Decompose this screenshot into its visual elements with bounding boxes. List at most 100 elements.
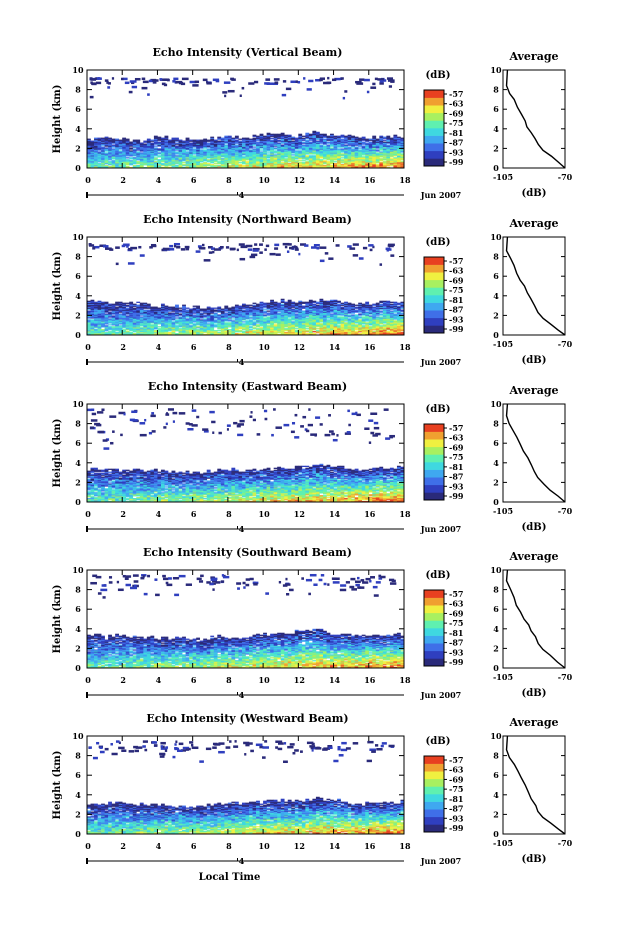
heatmap-cell: [281, 304, 285, 305]
heatmap-cell: [242, 331, 246, 332]
heatmap-cell: [256, 328, 260, 329]
heatmap-cell: [309, 155, 313, 156]
x-tick-label: 14: [329, 175, 341, 185]
heatmap-cell: [249, 305, 253, 306]
colorbar-tick-label: -75: [449, 118, 463, 128]
heatmap-cell: [323, 134, 327, 135]
heatmap-cell: [217, 141, 221, 142]
heatmap-cell: [168, 312, 172, 313]
cloud-speckle: [167, 79, 170, 82]
heatmap-cell: [108, 326, 112, 327]
heatmap-cell: [330, 147, 334, 148]
heatmap-cell: [87, 311, 91, 312]
heatmap-cell: [309, 142, 313, 143]
heatmap-cell: [376, 164, 380, 165]
heatmap-cell: [312, 131, 316, 132]
heatmap-cell: [182, 305, 186, 306]
colorbar-swatch: [424, 120, 444, 128]
cloud-speckle: [203, 79, 208, 82]
heatmap-cell: [154, 145, 158, 146]
heatmap-cell: [203, 139, 207, 140]
heatmap-cell: [140, 143, 144, 144]
colorbar-tick-label: -93: [449, 147, 464, 157]
heatmap-cell: [295, 328, 299, 329]
heatmap-cell: [228, 329, 232, 330]
cloud-speckle: [390, 80, 394, 83]
y-tick-label: 2: [75, 143, 81, 153]
heatmap-cell: [323, 160, 327, 161]
cloud-speckle: [195, 81, 199, 84]
heatmap-cell: [327, 161, 331, 162]
heatmap-cell: [217, 330, 221, 331]
heatmap-cell: [228, 165, 232, 166]
heatmap-cell: [175, 138, 179, 139]
heatmap-cell: [253, 138, 257, 139]
heatmap-cell: [122, 303, 126, 304]
heatmap-cell: [298, 301, 302, 302]
cloud-speckle: [274, 81, 278, 84]
heatmap-cell: [150, 140, 154, 141]
heatmap-cell: [182, 164, 186, 165]
heatmap-cell: [217, 161, 221, 162]
heatmap-cell: [344, 144, 348, 145]
heatmap-cell: [203, 309, 207, 310]
colorbar-tick-label: -99: [449, 157, 464, 167]
heatmap-cell: [235, 144, 239, 145]
heatmap-cell: [291, 154, 295, 155]
heatmap-cell: [196, 329, 200, 330]
heatmap-cell: [305, 317, 309, 318]
heatmap-cell: [355, 146, 359, 147]
heatmap-cell: [189, 325, 193, 326]
cloud-speckle: [179, 82, 183, 85]
colorbar-tick-label: -87: [449, 138, 463, 148]
heatmap-cell: [284, 135, 288, 136]
heatmap-cell: [140, 152, 144, 153]
heatmap-cell: [253, 135, 257, 136]
heatmap-cell: [249, 139, 253, 140]
heatmap-cell: [129, 332, 133, 333]
heatmap-cell: [147, 304, 151, 305]
cloud-speckle: [307, 88, 312, 91]
cloud-speckle: [343, 97, 345, 100]
heatmap-cell: [238, 162, 242, 163]
heatmap-cell: [263, 136, 267, 137]
heatmap-cell: [249, 319, 253, 320]
heatmap-cell: [214, 163, 218, 164]
heatmap-cell: [105, 313, 109, 314]
heatmap-cell: [312, 331, 316, 332]
heatmap-cell: [319, 159, 323, 160]
average-x-tick-label: -105: [493, 172, 513, 182]
heatmap-cell: [309, 300, 313, 301]
heatmap-cell: [249, 307, 253, 308]
heatmap-cell: [126, 157, 130, 158]
heatmap-cell: [295, 313, 299, 314]
heatmap-cell: [305, 161, 309, 162]
heatmap-cell: [397, 137, 401, 138]
heatmap-cell: [267, 154, 271, 155]
heatmap-cell: [147, 139, 151, 140]
heatmap-cell: [207, 163, 211, 164]
colorbar-swatch: [424, 105, 444, 113]
heatmap-cell: [231, 138, 235, 139]
heatmap-cell: [263, 309, 267, 310]
heatmap-cell: [186, 138, 190, 139]
heatmap-cell: [115, 302, 119, 303]
heatmap-cell: [316, 141, 320, 142]
cloud-speckle: [213, 79, 219, 82]
cloud-speckle: [332, 79, 336, 82]
heatmap-cell: [214, 312, 218, 313]
heatmap-cell: [119, 325, 123, 326]
heatmap-cell: [115, 332, 119, 333]
heatmap-cell: [157, 155, 161, 156]
heatmap-cell: [316, 305, 320, 306]
heatmap-cell: [150, 143, 154, 144]
heatmap-cell: [267, 133, 271, 134]
x-tick-label: 12: [294, 175, 305, 185]
cloud-speckle: [282, 94, 286, 97]
heatmap-cell: [291, 321, 295, 322]
heatmap-cell: [112, 304, 116, 305]
heatmap-cell: [200, 163, 204, 164]
heatmap-cell: [126, 303, 130, 304]
cloud-speckle: [90, 96, 94, 99]
heatmap-cell: [108, 138, 112, 139]
